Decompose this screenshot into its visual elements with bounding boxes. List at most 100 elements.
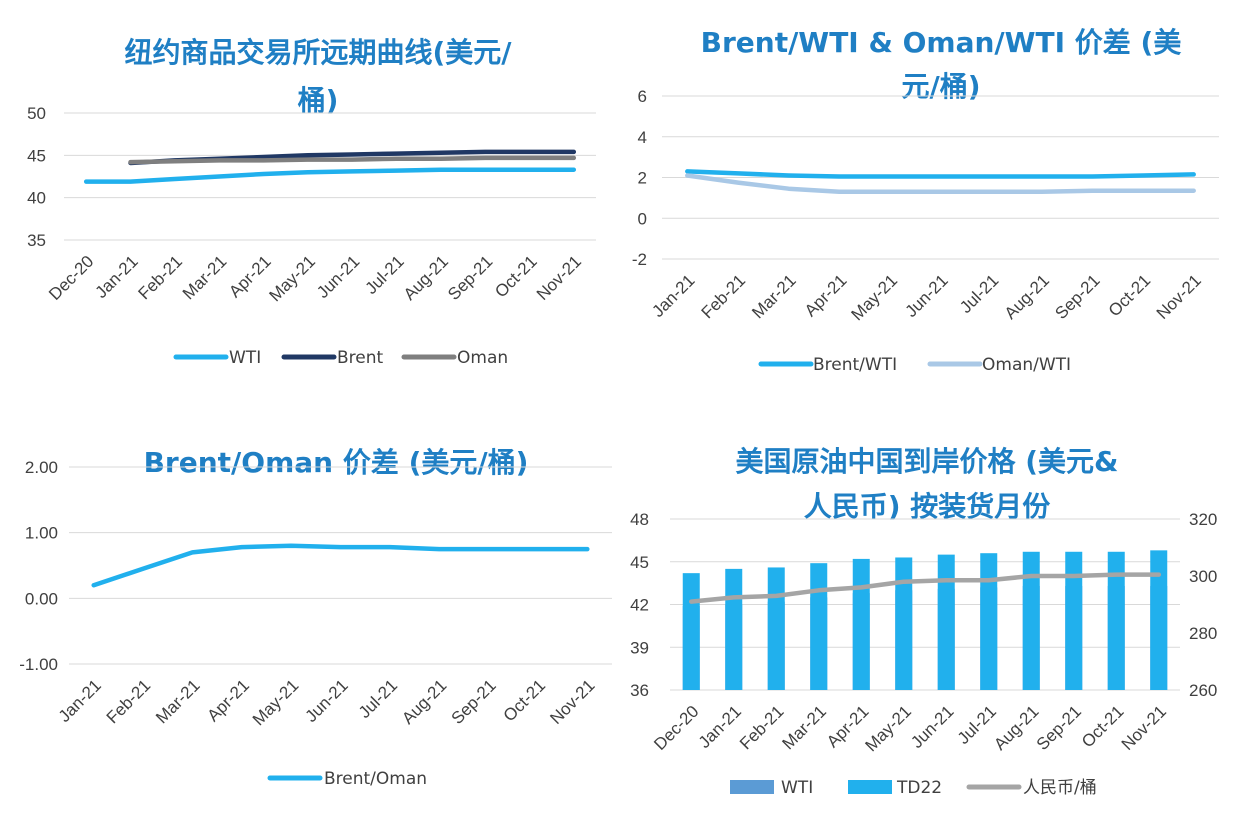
- x-tick-label: Jun-21: [302, 676, 352, 726]
- chart-title-line: 人民币) 按装货月份: [804, 490, 1051, 523]
- y-tick-label: 0.00: [25, 589, 58, 608]
- x-tick-label: Sep-21: [1051, 271, 1103, 323]
- x-tick-label: Aug-21: [400, 252, 452, 304]
- x-tick-label: Nov-21: [533, 252, 585, 304]
- x-tick-label: Jun-21: [907, 702, 957, 752]
- bar-td22: [852, 558, 870, 690]
- x-tick-label: Nov-21: [1118, 702, 1170, 754]
- series-line-series: [689, 572, 1162, 604]
- chart-title-line: 纽约商品交易所远期曲线(美元/: [124, 36, 512, 69]
- legend-label-td22: TD22: [896, 778, 942, 798]
- x-tick-label: Sep-21: [448, 676, 500, 728]
- legend-label-oman-wti: Oman/WTI: [982, 355, 1071, 375]
- y-tick-label: 0: [638, 209, 647, 228]
- y-tick-label: -2: [632, 250, 647, 269]
- x-tick-label: Aug-21: [398, 676, 450, 728]
- bar-td22: [1065, 551, 1083, 690]
- y-tick-label: -1.00: [19, 655, 58, 674]
- y-tick-label: 36: [630, 681, 649, 700]
- legend-label-oman: Oman: [457, 348, 508, 368]
- bar-td22: [682, 573, 700, 690]
- x-tick-label: Nov-21: [546, 676, 598, 728]
- bar-td22: [1022, 551, 1040, 690]
- y2-tick-label: 280: [1189, 624, 1217, 643]
- y2-tick-label: 260: [1189, 681, 1217, 700]
- y-tick-label: 6: [638, 87, 647, 106]
- legend-label-brent-wti: Brent/WTI: [813, 355, 897, 375]
- x-tick-label: Mar-21: [179, 252, 231, 304]
- y2-tick-label: 300: [1189, 567, 1217, 586]
- chart-title-line: 元/桶): [901, 70, 980, 103]
- chart-title-line: Brent/Oman 价差 (美元/桶): [144, 446, 529, 479]
- x-tick-label: Jun-21: [902, 271, 952, 321]
- bar-td22: [1150, 550, 1168, 690]
- bar-td22: [980, 553, 998, 690]
- x-tick-label: Feb-21: [736, 702, 788, 754]
- y-tick-label: 1.00: [25, 524, 58, 543]
- bar-td22: [767, 567, 785, 690]
- y-tick-label: 45: [630, 553, 649, 572]
- chart-us-crude-china-cif-svg: 美国原油中国到岸价格 (美元&人民币) 按装货月份 48 45 42 39 36 320 30…: [630, 445, 1217, 798]
- y-tick-label: 35: [27, 231, 46, 250]
- x-tick-label: Oct-21: [491, 252, 541, 302]
- bar-td22: [725, 568, 743, 690]
- y-tick-label: 40: [27, 189, 46, 208]
- legend-label-wti: WTI: [229, 348, 261, 368]
- x-tick-label: Oct-21: [1105, 271, 1155, 321]
- y-tick-label: 42: [630, 596, 649, 615]
- x-tick-label: Mar-21: [778, 702, 830, 754]
- x-tick-label: Feb-21: [698, 271, 750, 323]
- x-tick-label: Jul-21: [956, 271, 1002, 317]
- series-line-brent-wti: [685, 169, 1196, 179]
- chart-title-line: 桶): [298, 84, 339, 117]
- legend-label-series: 人民币/桶: [1023, 778, 1097, 798]
- x-tick-label: Jan-21: [55, 676, 105, 726]
- bar-td22: [810, 563, 828, 690]
- x-tick-label: May-21: [249, 676, 303, 730]
- x-tick-label: Jan-21: [92, 252, 142, 302]
- x-tick-label: Jun-21: [313, 252, 363, 302]
- bar-td22: [1107, 551, 1125, 690]
- x-tick-label: Sep-21: [444, 252, 496, 304]
- x-tick-label: May-21: [848, 271, 902, 325]
- x-tick-label: May-21: [266, 252, 320, 306]
- x-tick-label: Feb-21: [103, 676, 155, 728]
- chart-brent-oman-wti-spread-svg: Brent/WTI & Oman/WTI 价差 (美元/桶) 6 4 2 0 -2Jan-…: [632, 26, 1219, 375]
- y-tick-label: 45: [27, 146, 46, 165]
- x-tick-label: Nov-21: [1153, 271, 1205, 323]
- legend-label-brent: Brent: [337, 348, 384, 368]
- x-tick-label: Jan-21: [648, 271, 698, 321]
- y-tick-label: 4: [638, 128, 647, 147]
- chart-nymex-forward-curve-svg: 纽约商品交易所远期曲线(美元/桶) 50 45 40 35 Dec-20Jan-21Feb…: [27, 36, 596, 368]
- y-tick-label: 2: [638, 169, 647, 188]
- y2-tick-label: 320: [1189, 510, 1217, 529]
- x-tick-label: Feb-21: [135, 252, 187, 304]
- x-tick-label: Mar-21: [748, 271, 800, 323]
- series-line-wti: [83, 167, 577, 184]
- chart-brent-oman-spread: Brent/Oman 价差 (美元/桶) 2.00 1.00 0.00 -1.00 Jan…: [0, 409, 629, 818]
- x-tick-label: Jan-21: [695, 702, 745, 752]
- chart-us-crude-china-cif: 美国原油中国到岸价格 (美元& 人民币) 按装货月份 48 45 42 39 36 320 30…: [629, 409, 1258, 818]
- legend-label-wti: WTI: [781, 778, 813, 798]
- x-tick-label: Dec-20: [45, 252, 97, 304]
- x-tick-label: Apr-21: [203, 676, 253, 726]
- bar-td22: [895, 557, 913, 690]
- legend-label-brent-oman: Brent/Oman: [324, 769, 427, 789]
- series-line-oman: [128, 155, 577, 165]
- series-line-oman-wti: [685, 173, 1196, 195]
- legend-swatch-td22: [848, 780, 892, 794]
- x-tick-label: Dec-20: [650, 702, 702, 754]
- chart-brent-oman-spread-svg: Brent/Oman 价差 (美元/桶) 2.00 1.00 0.00 -1.00 Jan…: [19, 446, 612, 789]
- series-line-brent-oman: [91, 543, 590, 588]
- y-tick-label: 48: [630, 510, 649, 529]
- chart-title-line: Brent/WTI & Oman/WTI 价差 (美: [701, 26, 1182, 59]
- x-tick-label: Sep-21: [1033, 702, 1085, 754]
- x-tick-label: Aug-21: [1001, 271, 1053, 323]
- x-tick-label: May-21: [861, 702, 915, 756]
- chart-title-line: 美国原油中国到岸价格 (美元&: [736, 445, 1119, 478]
- x-tick-label: Oct-21: [500, 676, 550, 726]
- x-tick-label: Mar-21: [152, 676, 204, 728]
- chart-brent-oman-wti-spread: Brent/WTI & Oman/WTI 价差 (美 元/桶) 6 4 2 0 -2 Jan-…: [629, 0, 1258, 409]
- x-tick-label: Aug-21: [990, 702, 1042, 754]
- legend-swatch-wti: [730, 780, 774, 794]
